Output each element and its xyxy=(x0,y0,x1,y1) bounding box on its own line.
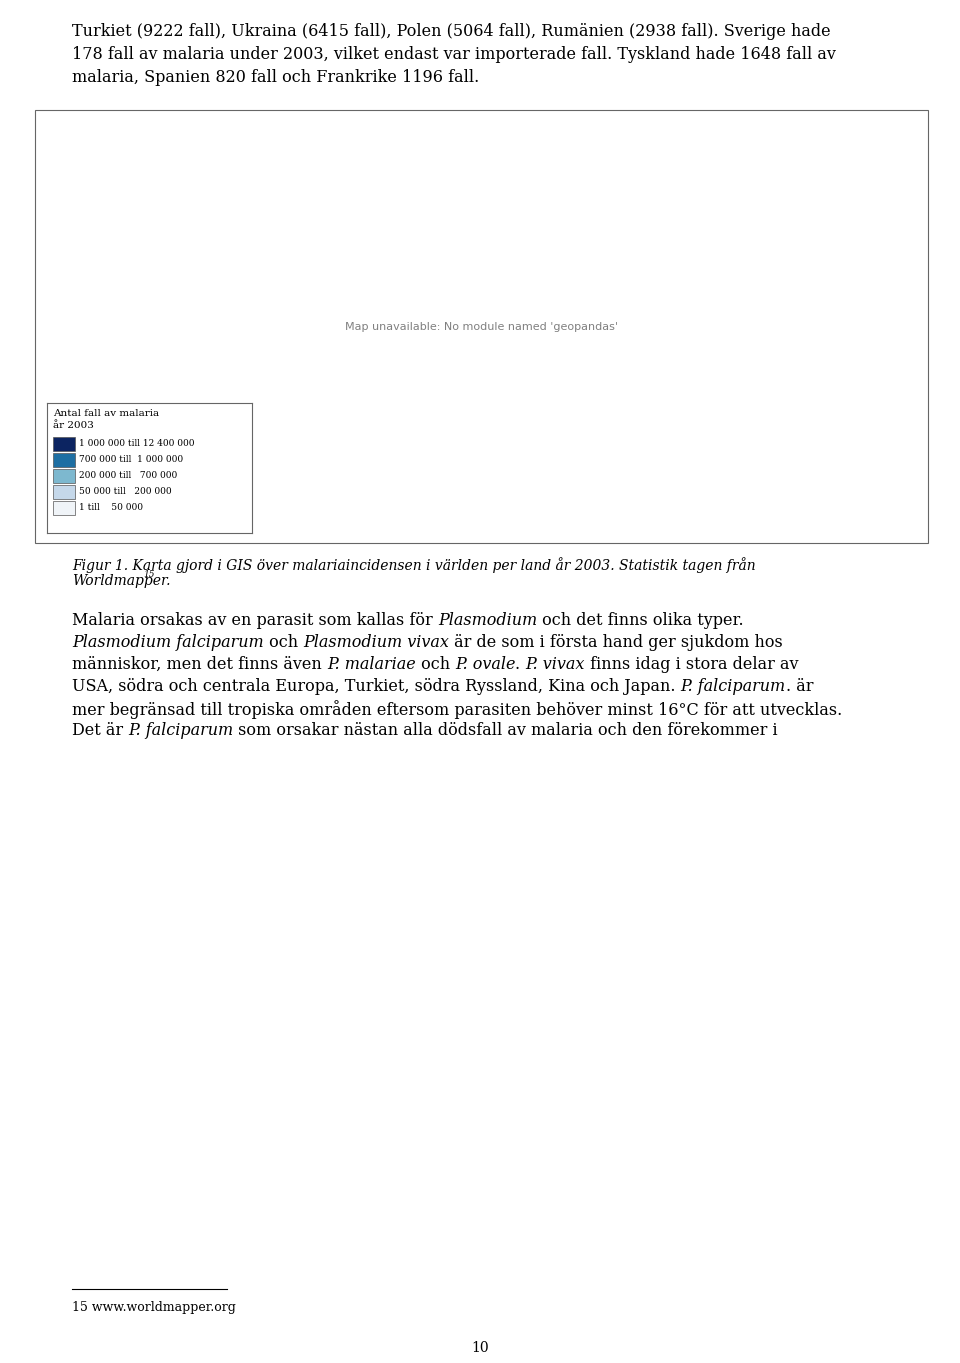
Text: P. falciparum: P. falciparum xyxy=(681,677,785,695)
Text: och det finns olika typer.: och det finns olika typer. xyxy=(537,612,744,628)
Text: 1 till    50 000: 1 till 50 000 xyxy=(79,503,143,512)
Text: Plasmodium falciparum: Plasmodium falciparum xyxy=(72,634,264,652)
Text: Antal fall av malaria: Antal fall av malaria xyxy=(53,409,159,418)
Text: människor, men det finns även: människor, men det finns även xyxy=(72,656,326,673)
Bar xyxy=(53,469,75,483)
Text: 700 000 till  1 000 000: 700 000 till 1 000 000 xyxy=(79,455,183,465)
Text: .: . xyxy=(516,656,526,673)
Text: 10: 10 xyxy=(471,1341,489,1355)
Text: som orsakar nästan alla dödsfall av malaria och den förekommer i: som orsakar nästan alla dödsfall av mala… xyxy=(233,722,778,739)
Text: Plasmodium: Plasmodium xyxy=(438,612,537,628)
Text: Worldmapper.: Worldmapper. xyxy=(72,574,171,587)
Text: malaria, Spanien 820 fall och Frankrike 1196 fall.: malaria, Spanien 820 fall och Frankrike … xyxy=(72,70,479,86)
Text: och: och xyxy=(416,656,455,673)
Bar xyxy=(53,438,75,451)
Text: 15: 15 xyxy=(143,570,155,579)
Text: P. falciparum: P. falciparum xyxy=(129,722,233,739)
Text: . är: . är xyxy=(785,677,813,695)
Text: finns idag i stora delar av: finns idag i stora delar av xyxy=(585,656,799,673)
Text: Det är: Det är xyxy=(72,722,129,739)
Text: 1 000 000 till 12 400 000: 1 000 000 till 12 400 000 xyxy=(79,439,195,448)
Text: år 2003: år 2003 xyxy=(53,421,94,429)
Text: P. ovale: P. ovale xyxy=(455,656,516,673)
Text: och: och xyxy=(264,634,302,652)
Text: Map unavailable: No module named 'geopandas': Map unavailable: No module named 'geopan… xyxy=(345,322,618,331)
Text: mer begränsad till tropiska områden eftersom parasiten behöver minst 16°C för at: mer begränsad till tropiska områden efte… xyxy=(72,701,842,718)
Text: USA, södra och centrala Europa, Turkiet, södra Ryssland, Kina och Japan.: USA, södra och centrala Europa, Turkiet,… xyxy=(72,677,681,695)
Bar xyxy=(53,453,75,468)
Bar xyxy=(35,110,928,542)
Text: Malaria orsakas av en parasit som kallas för: Malaria orsakas av en parasit som kallas… xyxy=(72,612,438,628)
Text: 200 000 till   700 000: 200 000 till 700 000 xyxy=(79,472,178,481)
Text: Turkiet (9222 fall), Ukraina (6415 fall), Polen (5064 fall), Rumänien (2938 fall: Turkiet (9222 fall), Ukraina (6415 fall)… xyxy=(72,23,830,40)
Text: 178 fall av malaria under 2003, vilket endast var importerade fall. Tyskland had: 178 fall av malaria under 2003, vilket e… xyxy=(72,46,836,63)
Text: Plasmodium vivax: Plasmodium vivax xyxy=(302,634,448,652)
Text: P. malariae: P. malariae xyxy=(326,656,416,673)
Text: P. vivax: P. vivax xyxy=(526,656,585,673)
Text: är de som i första hand ger sjukdom hos: är de som i första hand ger sjukdom hos xyxy=(448,634,782,652)
Bar xyxy=(53,485,75,499)
Bar xyxy=(53,502,75,515)
Text: 15 www.worldmapper.org: 15 www.worldmapper.org xyxy=(72,1302,236,1314)
Text: 50 000 till   200 000: 50 000 till 200 000 xyxy=(79,488,172,496)
Text: Figur 1. Karta gjord i GIS över malariaincidensen i världen per land år 2003. St: Figur 1. Karta gjord i GIS över malariai… xyxy=(72,557,756,572)
